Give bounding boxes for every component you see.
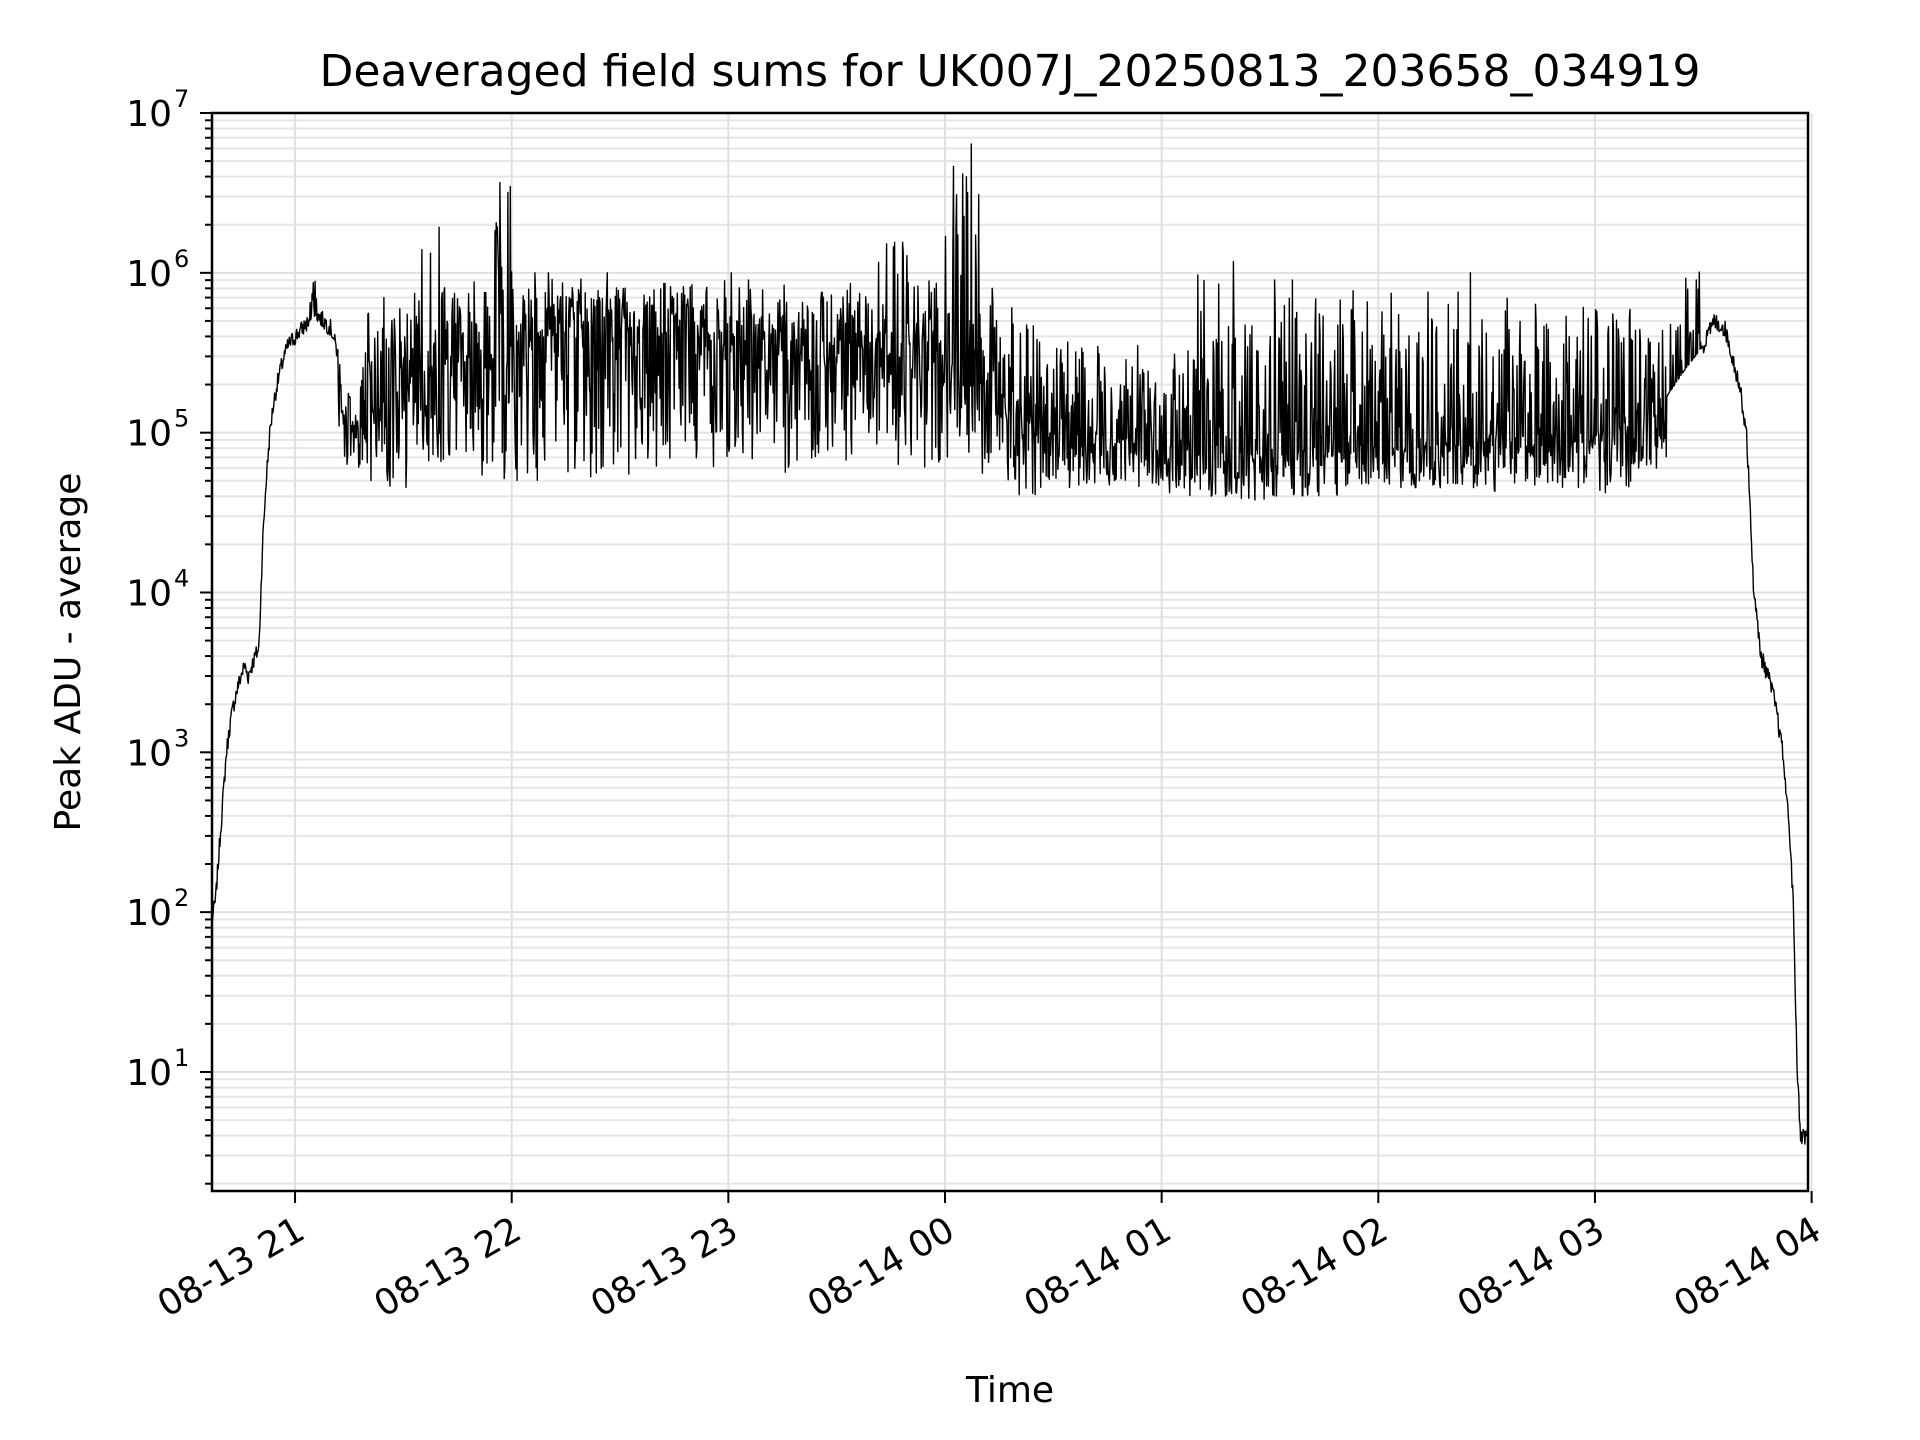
- x-tick-label: 08-13 23: [584, 1209, 745, 1325]
- y-tick-label: 10: [126, 1053, 172, 1094]
- y-tick-exponent: 3: [174, 724, 189, 752]
- y-tick-label: 10: [126, 733, 172, 774]
- y-axis-label: Peak ADU - average: [48, 473, 89, 832]
- x-axis-label: Time: [965, 1370, 1054, 1411]
- y-tick-label: 10: [126, 414, 172, 455]
- x-tick-label: 08-14 01: [1017, 1209, 1178, 1325]
- y-tick-exponent: 7: [174, 85, 189, 113]
- plot-frame: [210, 111, 1810, 1193]
- y-tick-label: 10: [126, 893, 172, 934]
- y-tick-exponent: 1: [174, 1044, 189, 1072]
- y-tick-exponent: 6: [174, 245, 189, 273]
- x-tick-label: 08-14 04: [1667, 1209, 1828, 1325]
- x-tick-label: 08-14 02: [1234, 1209, 1395, 1325]
- y-tick-exponent: 2: [174, 884, 189, 912]
- x-tick-label: 08-14 00: [801, 1209, 962, 1325]
- y-tick-label: 10: [126, 254, 172, 295]
- x-tick-label: 08-13 21: [151, 1209, 312, 1325]
- series-line: [211, 143, 1809, 1145]
- y-tick-exponent: 4: [174, 564, 189, 592]
- y-tick-exponent: 5: [174, 405, 189, 433]
- x-tick-label: 08-13 22: [368, 1209, 529, 1325]
- grid: [212, 112, 1813, 1191]
- x-tick-label: 08-14 03: [1451, 1209, 1612, 1325]
- y-tick-label: 10: [126, 94, 172, 135]
- chart-title: Deaveraged field sums for UK007J_2025081…: [320, 46, 1701, 97]
- y-tick-label: 10: [126, 573, 172, 614]
- series-group: [211, 143, 1809, 1145]
